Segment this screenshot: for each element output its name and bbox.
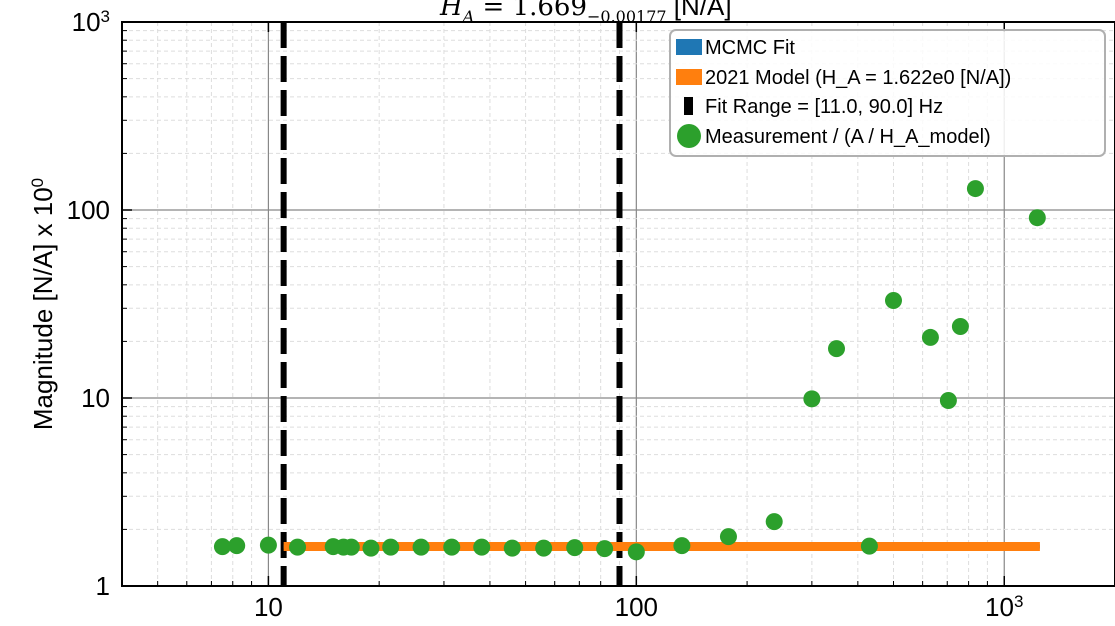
measurement-point — [228, 537, 246, 555]
measurement-point — [939, 391, 957, 409]
measurement-point — [289, 538, 307, 556]
measurement-point — [362, 539, 380, 557]
measurement-point — [535, 539, 553, 557]
legend-label-mcmc-fit: MCMC Fit — [705, 37, 795, 59]
legend-label-measurement: Measurement / (A / H_A_model) — [705, 126, 991, 148]
chart-title: HA = 1.669−0.00177 [N/A] — [439, 0, 732, 26]
y-tick-label: 10 — [81, 383, 110, 413]
grid — [121, 22, 1115, 587]
measurement-point — [213, 538, 231, 556]
x-tick-label: 10 — [254, 592, 283, 622]
measurement-point — [719, 528, 737, 546]
measurement-point — [860, 537, 878, 555]
measurement-point — [828, 340, 845, 358]
y-tick-label: 100 — [67, 195, 110, 225]
legend-entry-mcmc-fit: MCMC Fit — [676, 37, 795, 59]
legend-label-2021-model: 2021 Model (H_A = 1.622e0 [N/A]) — [705, 67, 1011, 89]
measurement-point — [259, 536, 277, 554]
measurement-points — [213, 180, 1046, 561]
x-tick-label: 100 — [615, 592, 658, 622]
measurement-point — [503, 539, 521, 557]
measurement-point — [951, 318, 969, 336]
legend-box — [669, 29, 1106, 157]
legend-entry-2021-model: 2021 Model (H_A = 1.622e0 [N/A]) — [676, 67, 1011, 89]
legend-entry-fit-range: Fit Range = [11.0, 90.0] Hz — [684, 96, 943, 118]
legend-marker-measurement — [677, 124, 701, 148]
measurement-point — [765, 513, 783, 531]
measurement-point — [473, 538, 491, 556]
measurement-point — [443, 538, 461, 556]
fit-range-lines — [280, 22, 623, 586]
plot-frame — [121, 21, 1115, 587]
y-tick-label: 1 — [96, 571, 110, 601]
measurement-point — [966, 180, 984, 198]
measurement-point — [921, 328, 939, 346]
measurement-point — [382, 538, 400, 556]
x-tick-label: 103 — [985, 592, 1023, 623]
legend: MCMC Fit 2021 Model (H_A = 1.622e0 [N/A]… — [669, 29, 1106, 157]
measurement-point — [596, 540, 614, 558]
measurement-point — [884, 292, 902, 310]
legend-swatch-fit-range — [684, 97, 693, 115]
measurement-point — [803, 390, 821, 408]
measurement-point — [627, 543, 645, 561]
measurement-point — [1028, 209, 1046, 227]
legend-label-fit-range: Fit Range = [11.0, 90.0] Hz — [705, 96, 943, 118]
axis-ticks: 10 100 103 1 10 100 103 — [67, 7, 1115, 623]
measurement-point — [342, 538, 360, 556]
measurement-point — [566, 539, 584, 557]
y-axis-label: Magnitude [N/A] x 100 — [28, 178, 59, 430]
legend-entry-measurement: Measurement / (A / H_A_model) — [677, 124, 991, 148]
legend-swatch-2021-model — [676, 69, 702, 85]
measurement-point — [673, 537, 691, 555]
legend-swatch-mcmc-fit — [676, 39, 702, 55]
measurement-point — [412, 538, 430, 556]
y-tick-label: 103 — [72, 7, 110, 38]
